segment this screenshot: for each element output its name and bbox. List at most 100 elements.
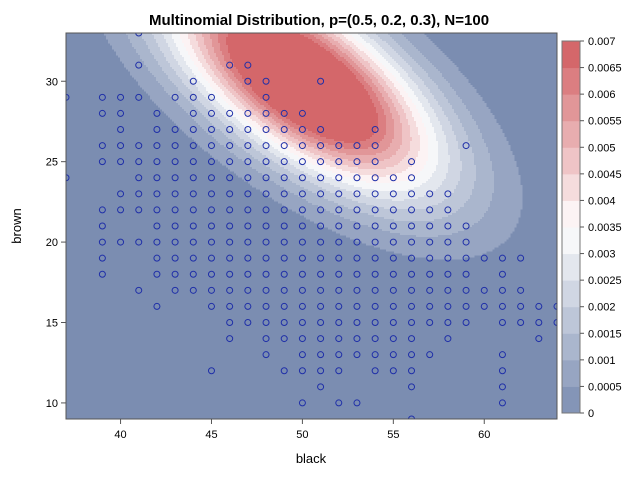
contour-cell [128, 57, 131, 60]
contour-cell [266, 113, 269, 116]
contour-cell [278, 161, 281, 164]
contour-cell [166, 77, 169, 80]
contour-cell [286, 43, 289, 46]
contour-cell [270, 57, 273, 60]
contour-cell [240, 63, 243, 66]
contour-cell [174, 33, 177, 36]
contour-cell [228, 151, 231, 154]
contour-cell [272, 105, 275, 108]
contour-cell [230, 117, 233, 120]
contour-cell [170, 97, 173, 100]
contour-cell [280, 117, 283, 120]
contour-cell [170, 93, 173, 96]
contour-cell [258, 83, 261, 86]
contour-cell [148, 87, 151, 90]
contour-cell [214, 105, 217, 108]
contour-cell [176, 83, 179, 86]
contour-cell [206, 39, 209, 42]
contour-cell [232, 157, 235, 160]
contour-cell [186, 77, 189, 80]
contour-cell [166, 85, 169, 88]
contour-cell [214, 45, 217, 48]
contour-cell [278, 77, 281, 80]
contour-cell [156, 63, 159, 66]
contour-cell [210, 41, 213, 44]
contour-cell [178, 105, 181, 108]
contour-cell [238, 161, 241, 164]
contour-cell [224, 153, 227, 156]
contour-cell [234, 51, 237, 54]
contour-cell [120, 33, 123, 36]
contour-cell [290, 59, 293, 62]
contour-cell [274, 123, 277, 126]
contour-cell [118, 39, 121, 42]
contour-cell [240, 59, 243, 62]
contour-cell [250, 127, 253, 130]
contour-cell [274, 99, 277, 102]
contour-cell [234, 131, 237, 134]
contour-cell [204, 89, 207, 92]
contour-cell [172, 83, 175, 86]
contour-cell [240, 119, 243, 122]
contour-cell [162, 41, 165, 44]
contour-cell [248, 177, 251, 180]
contour-cell [138, 65, 141, 68]
contour-cell [210, 61, 213, 64]
contour-cell [180, 53, 183, 56]
contour-cell [116, 53, 119, 56]
contour-cell [246, 41, 249, 44]
contour-cell [290, 57, 293, 60]
contour-cell [184, 93, 187, 96]
contour-cell [152, 43, 155, 46]
contour-cell [168, 109, 171, 112]
contour-cell [152, 53, 155, 56]
contour-cell [218, 135, 221, 138]
contour-cell [234, 97, 237, 100]
contour-cell [244, 57, 247, 60]
contour-cell [154, 53, 157, 56]
contour-cell [280, 139, 283, 142]
contour-cell [174, 117, 177, 120]
contour-cell [246, 151, 249, 154]
contour-cell [260, 81, 263, 84]
contour-cell [260, 173, 263, 176]
contour-cell [290, 203, 293, 206]
contour-cell [184, 97, 187, 100]
contour-cell [258, 179, 261, 182]
contour-cell [208, 91, 211, 94]
contour-cell [236, 155, 239, 158]
contour-cell [130, 57, 133, 60]
contour-cell [192, 37, 195, 40]
contour-cell [266, 167, 269, 170]
contour-cell [248, 135, 251, 138]
contour-cell [228, 63, 231, 66]
contour-cell [288, 113, 291, 116]
contour-cell [240, 173, 243, 176]
contour-cell [230, 73, 233, 76]
contour-cell [164, 71, 167, 74]
contour-cell [134, 71, 137, 74]
contour-cell [198, 133, 201, 136]
contour-cell [200, 89, 203, 92]
contour-cell [228, 51, 231, 54]
contour-cell [196, 49, 199, 52]
contour-cell [234, 123, 237, 126]
contour-cell [238, 119, 241, 122]
contour-cell [250, 91, 253, 94]
contour-cell [284, 159, 287, 162]
contour-cell [272, 63, 275, 66]
contour-cell [146, 39, 149, 42]
contour-cell [282, 143, 285, 146]
contour-cell [146, 71, 149, 74]
contour-cell [246, 117, 249, 120]
contour-cell [126, 61, 129, 64]
contour-cell [242, 159, 245, 162]
contour-cell [226, 133, 229, 136]
contour-cell [184, 89, 187, 92]
contour-cell [182, 45, 185, 48]
contour-cell [208, 109, 211, 112]
contour-cell [254, 143, 257, 146]
contour-cell [290, 183, 293, 186]
contour-cell [162, 85, 165, 88]
contour-cell [224, 65, 227, 68]
